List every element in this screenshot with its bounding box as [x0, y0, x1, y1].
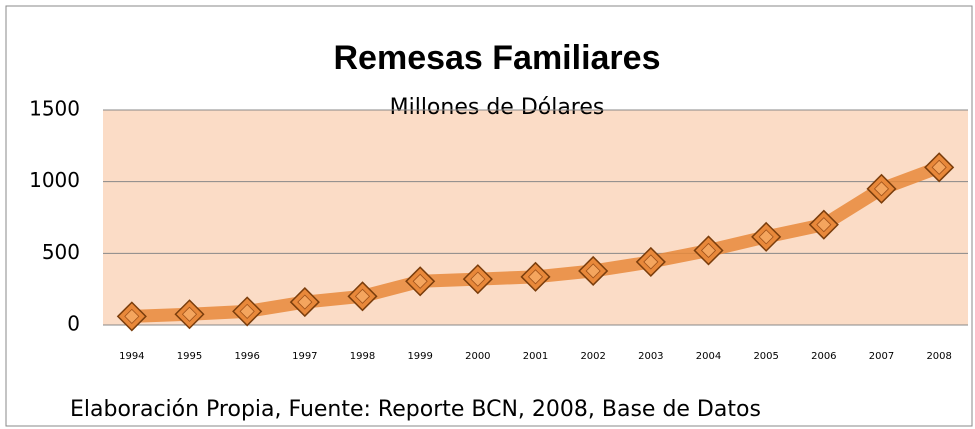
chart-title: Remesas Familiares	[334, 39, 661, 77]
x-tick-label: 1999	[407, 351, 432, 362]
marker-inner	[412, 273, 428, 289]
x-tick-label: 2007	[869, 351, 894, 362]
chart-subtitle: Millones de Dólares	[390, 95, 605, 120]
x-tick-label: 2000	[465, 351, 490, 362]
x-tick-label: 1998	[350, 351, 375, 362]
x-tick-label: 2002	[580, 351, 605, 362]
y-tick-label: 500	[42, 240, 80, 264]
y-tick-label: 1000	[29, 168, 80, 192]
marker-inner	[643, 254, 659, 270]
marker-inner	[873, 181, 890, 197]
x-tick-label: 1995	[177, 351, 202, 362]
marker-inner	[758, 229, 774, 245]
marker-inner	[470, 271, 486, 287]
marker-inner	[354, 288, 371, 304]
marker-inner	[527, 269, 544, 285]
x-tick-label: 2004	[696, 351, 721, 362]
marker-inner	[700, 242, 717, 259]
x-tick-label: 1996	[234, 351, 259, 362]
x-tick-label: 2008	[926, 351, 951, 362]
marker-inner	[585, 263, 601, 279]
x-tick-label: 2006	[811, 351, 836, 362]
marker-inner	[931, 159, 947, 175]
x-tick-label: 2001	[523, 351, 548, 362]
marker-inner	[816, 217, 832, 233]
x-tick-label: 2005	[753, 351, 778, 362]
marker-inner	[124, 308, 140, 324]
x-tick-label: 1994	[119, 351, 144, 362]
x-tick-label: 2003	[638, 351, 663, 362]
marker-inner	[297, 294, 313, 310]
y-tick-label: 1500	[29, 97, 80, 121]
marker-inner	[239, 303, 255, 319]
marker-inner	[181, 306, 198, 322]
x-tick-label: 1997	[292, 351, 317, 362]
footer: Elaboración Propia, Fuente: Reporte BCN,…	[70, 397, 761, 422]
y-tick-label: 0	[67, 312, 80, 336]
